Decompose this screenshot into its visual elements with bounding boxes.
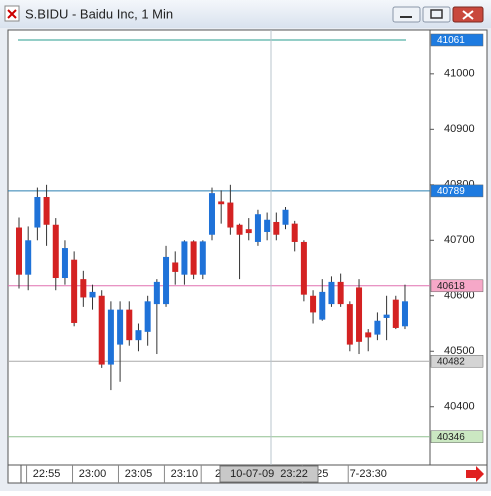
candle-body xyxy=(208,193,215,235)
x-tick-label: 7-23:30 xyxy=(350,468,387,480)
candle-body xyxy=(80,279,87,298)
candle-body xyxy=(227,202,234,228)
plot-area xyxy=(7,29,431,466)
x-tick-label: 23:00 xyxy=(79,468,107,480)
y-tick-label: 40900 xyxy=(444,123,475,135)
candle-body xyxy=(236,224,243,235)
window-buttons[interactable] xyxy=(392,6,484,23)
icon-glyph xyxy=(7,9,17,19)
candle-body xyxy=(16,227,22,275)
y-tick-label: 41000 xyxy=(444,68,475,80)
candle-body xyxy=(319,291,326,320)
level-label: 40346 xyxy=(437,432,465,443)
candle-body xyxy=(282,209,289,225)
candle-body xyxy=(337,281,344,305)
candle-body xyxy=(383,314,390,318)
candle-body xyxy=(153,281,160,305)
candle-body xyxy=(144,301,151,332)
crosshair-label-box xyxy=(219,465,319,483)
close-glyph xyxy=(462,10,474,20)
candle-body xyxy=(181,241,188,275)
level-label-box xyxy=(430,430,484,443)
candle-body xyxy=(135,330,142,341)
candle-body xyxy=(374,320,381,335)
level-label-box xyxy=(430,33,484,47)
candle-body xyxy=(117,309,124,345)
level-label: 41061 xyxy=(437,35,465,46)
candle-body xyxy=(310,295,317,313)
candle-body xyxy=(163,256,170,305)
candle-body xyxy=(107,309,114,365)
candle-body xyxy=(126,309,133,341)
candle-body xyxy=(300,241,307,295)
level-label-box xyxy=(430,279,484,293)
x-tick-label: 25 xyxy=(316,468,328,480)
minimize-button[interactable] xyxy=(392,6,421,23)
candle-body xyxy=(89,291,96,298)
crosshair-label: 10-07-09 23:22 xyxy=(230,468,308,480)
candle-body xyxy=(273,221,280,235)
price-axis xyxy=(429,29,488,466)
candle-body xyxy=(328,281,335,305)
candle-body xyxy=(172,262,179,272)
candle-body xyxy=(190,241,197,275)
candle-body xyxy=(245,229,252,234)
candle-body xyxy=(43,197,50,225)
candle-body xyxy=(291,223,298,242)
scroll-box[interactable] xyxy=(7,464,22,484)
candle-body xyxy=(52,224,59,279)
candle-body xyxy=(61,248,68,279)
y-tick-label: 40700 xyxy=(444,234,475,246)
y-tick-label: 40600 xyxy=(444,290,475,302)
candle-body xyxy=(346,304,353,345)
candle-body xyxy=(71,259,78,323)
scroll-right-arrow[interactable] xyxy=(466,466,484,482)
candle-body xyxy=(199,241,206,275)
level-label: 40482 xyxy=(437,356,465,367)
maximize-glyph xyxy=(430,9,443,19)
candle-body xyxy=(392,299,399,328)
candle-body xyxy=(264,219,271,232)
window-title: S.BIDU - Baidu Inc, 1 Min xyxy=(25,6,173,21)
candle-body xyxy=(365,332,372,338)
x-tick-label: 23:05 xyxy=(125,468,153,480)
level-label: 40789 xyxy=(437,186,465,197)
x-tick-label: 23:10 xyxy=(171,468,199,480)
level-label-box xyxy=(430,184,484,198)
y-tick-label: 40500 xyxy=(444,345,475,357)
level-label: 40618 xyxy=(437,281,465,292)
level-label-box xyxy=(430,354,484,368)
maximize-button[interactable] xyxy=(422,6,451,23)
candle-body xyxy=(401,301,408,327)
candle-body xyxy=(254,214,261,242)
minimize-glyph xyxy=(400,16,412,18)
candle-body xyxy=(218,201,225,205)
x-tick-label: 22:55 xyxy=(33,468,61,480)
candle-body xyxy=(98,295,105,365)
candle-body xyxy=(34,197,41,228)
candle-body xyxy=(356,287,363,342)
y-tick-label: 40400 xyxy=(444,401,475,413)
candle-body xyxy=(25,240,32,275)
